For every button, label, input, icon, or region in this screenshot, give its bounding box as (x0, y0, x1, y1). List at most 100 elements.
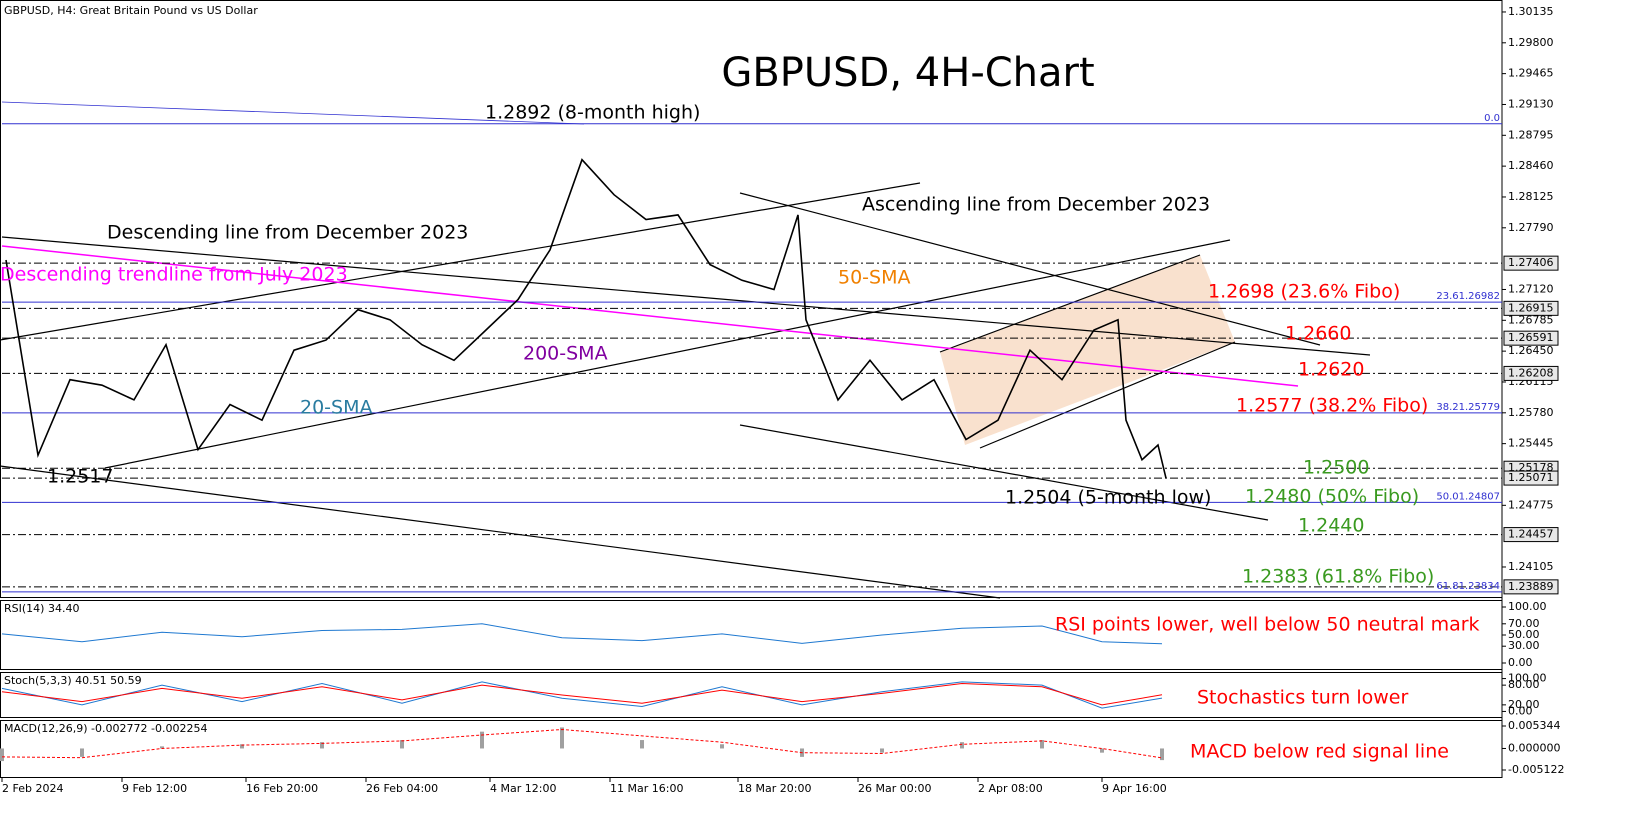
level-box (1503, 527, 1559, 543)
y-tick-label: 70.00 (1508, 617, 1540, 630)
y-tick-label: 1.29465 (1508, 67, 1554, 80)
annotation: Ascending line from December 2023 (862, 194, 1210, 216)
x-tick-label: 9 Apr 16:00 (1102, 782, 1167, 795)
y-tick-label: 1.28125 (1508, 190, 1554, 203)
y-tick-label: 1.27790 (1508, 221, 1554, 234)
macd-bar (1040, 740, 1044, 749)
fib-label: 23.61.26982 (1436, 291, 1500, 302)
macd-bar (0, 748, 4, 762)
y-tick-label: 1.29800 (1508, 36, 1554, 49)
level-box (1503, 255, 1559, 271)
annotation: 1.2892 (8-month high) (485, 102, 700, 124)
macd-bar (240, 744, 244, 749)
annotation: 1.2504 (5-month low) (1005, 487, 1211, 509)
indicator-note: Stochastics turn lower (1197, 687, 1408, 709)
price-line (5, 158, 1167, 479)
x-tick-label: 9 Feb 12:00 (122, 782, 187, 795)
trendline (0, 465, 1001, 599)
y-tick-label: 1.26785 (1508, 313, 1554, 326)
y-tick-label: 1.30135 (1508, 5, 1554, 18)
fib-label: 50.01.24807 (1436, 491, 1500, 502)
annotation: 1.2577 (38.2% Fibo) (1236, 395, 1428, 417)
macd-bar (400, 740, 404, 749)
x-tick-label: 16 Feb 20:00 (246, 782, 318, 795)
y-tick-label: 1.25445 (1508, 437, 1554, 450)
macd-bar (80, 748, 84, 757)
annotation: 1.2517 (47, 466, 113, 488)
macd-bar (880, 748, 884, 753)
annotation: 20-SMA (300, 397, 372, 419)
y-tick-label: 0.000000 (1508, 741, 1561, 754)
y-tick-label: 0.005344 (1508, 719, 1561, 732)
trendline (0, 182, 921, 341)
fib-label: 38.21.25779 (1436, 402, 1500, 413)
indicator-note: MACD below red signal line (1190, 741, 1449, 763)
macd-bar (1160, 748, 1164, 761)
level-label: 1.24457 (1508, 528, 1554, 541)
y-tick-label: 1.29130 (1508, 97, 1554, 110)
level-label: 1.25071 (1508, 471, 1554, 484)
chart-header: GBPUSD, H4: Great Britain Pound vs US Do… (4, 4, 258, 17)
y-tick-label: 0.00 (1508, 656, 1533, 669)
y-tick-label: 100.00 (1508, 600, 1547, 613)
trendline (739, 424, 1269, 521)
level-label: 1.26208 (1508, 366, 1554, 379)
indicator-title: MACD(12,26,9) -0.002772 -0.002254 (4, 722, 207, 735)
macd-bar (720, 744, 724, 749)
x-tick-label: 26 Mar 00:00 (858, 782, 931, 795)
x-tick-label: 26 Feb 04:00 (366, 782, 438, 795)
chart-title: GBPUSD, 4H-Chart (721, 50, 1094, 96)
annotation: Descending trendline from July 2023 (0, 264, 348, 286)
macd-bar (960, 742, 964, 749)
x-tick-label: 18 Mar 20:00 (738, 782, 811, 795)
annotation: 50-SMA (838, 267, 910, 289)
annotation: 1.2383 (61.8% Fibo) (1242, 566, 1434, 588)
y-tick-label: 0.00 (1508, 704, 1533, 717)
fib-label: 61.81.23834 (1436, 581, 1500, 592)
y-tick-label: 1.26450 (1508, 344, 1554, 357)
y-tick-label: 20.00 (1508, 698, 1540, 711)
macd-bar (1100, 748, 1104, 753)
y-tick-label: 100.00 (1508, 672, 1547, 685)
level-box (1503, 330, 1559, 346)
annotation: 1.2440 (1298, 515, 1364, 537)
macd-bar (320, 742, 324, 749)
y-tick-label: 30.00 (1508, 639, 1540, 652)
level-box (1503, 365, 1559, 381)
y-tick-label: 1.27120 (1508, 282, 1554, 295)
annotation: 1.2480 (50% Fibo) (1245, 486, 1419, 508)
level-box (1503, 300, 1559, 316)
x-tick-label: 2 Feb 2024 (2, 782, 63, 795)
indicator-title: RSI(14) 34.40 (4, 602, 79, 615)
annotation: 200-SMA (523, 343, 608, 365)
annotation: 1.2698 (23.6% Fibo) (1208, 281, 1400, 303)
x-tick-label: 4 Mar 12:00 (490, 782, 556, 795)
macd-bar (480, 731, 484, 749)
level-box (1503, 579, 1559, 595)
y-tick-label: 1.28795 (1508, 128, 1554, 141)
annotation: 1.2500 (1303, 457, 1369, 479)
y-tick-label: 1.24105 (1508, 560, 1554, 573)
trendline (739, 192, 1321, 346)
signal-line (1, 728, 1163, 759)
macd-bar (640, 740, 644, 749)
y-tick-label: 50.00 (1508, 628, 1540, 641)
macd-bar (560, 727, 564, 749)
y-tick-label: 1.25780 (1508, 406, 1554, 419)
annotation: 1.2620 (1298, 359, 1364, 381)
indicator-note: RSI points lower, well below 50 neutral … (1055, 614, 1480, 636)
indicator-title: Stoch(5,3,3) 40.51 50.59 (4, 674, 142, 687)
y-tick-label: 1.24775 (1508, 498, 1554, 511)
annotation: 1.2660 (1285, 323, 1351, 345)
y-tick-label: 1.28460 (1508, 159, 1554, 172)
trendline (1, 236, 1371, 356)
macd-bar (160, 746, 164, 749)
trendline (939, 254, 1201, 353)
trendline (979, 341, 1236, 449)
trendline (104, 239, 1231, 469)
level-label: 1.26591 (1508, 331, 1554, 344)
fib-label: 0.0 (1484, 113, 1500, 124)
indicator-line (1, 682, 1163, 706)
